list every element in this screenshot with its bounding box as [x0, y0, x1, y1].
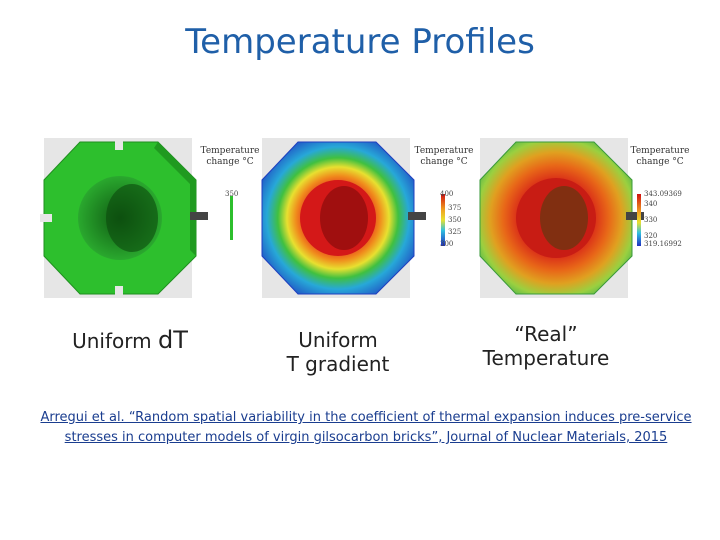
legend-tick: 375	[448, 204, 462, 212]
legend-tick: 350	[448, 216, 462, 224]
brick-image-uniform-dt: Temperature change °C 350	[40, 138, 260, 300]
legend-tick: 343.09369	[644, 190, 682, 198]
brick-image-uniform-gradient: Temperature change °C 400 375 350 325 30…	[258, 138, 478, 300]
legend-tick: 330	[644, 216, 658, 224]
brick-image-real-temperature: Temperature change °C 343.09369 340 330 …	[476, 138, 706, 300]
legend-title: Temperature change °C	[630, 146, 690, 167]
brick-model-real	[479, 138, 644, 298]
legend-tick: 300	[440, 240, 454, 248]
legend-tick: 400	[440, 190, 454, 198]
legend-tick: 325	[448, 228, 462, 236]
brick-model-uniform	[40, 138, 233, 298]
citation-line-1[interactable]: Arregui et al. “Random spatial variabili…	[40, 410, 692, 425]
slide-title: Temperature Profiles	[185, 22, 535, 62]
legend-tick: 350	[225, 190, 239, 198]
citation-link[interactable]: Arregui et al. “Random spatial variabili…	[30, 408, 702, 448]
legend-tick: 319.16992	[644, 240, 682, 248]
caption-real-temperature: “Real” Temperature	[482, 322, 610, 370]
legend-tick: 320	[644, 232, 658, 240]
brick-model-gradient	[261, 138, 445, 298]
legend-tick: 340	[644, 200, 658, 208]
legend-title: Temperature change °C	[414, 146, 474, 167]
caption-uniform-gradient: Uniform T gradient	[286, 328, 390, 376]
caption-uniform-dt: Uniform dT	[72, 326, 188, 354]
citation-line-2[interactable]: stresses in computer models of virgin gi…	[64, 430, 668, 445]
legend-title: Temperature change °C	[200, 146, 260, 167]
